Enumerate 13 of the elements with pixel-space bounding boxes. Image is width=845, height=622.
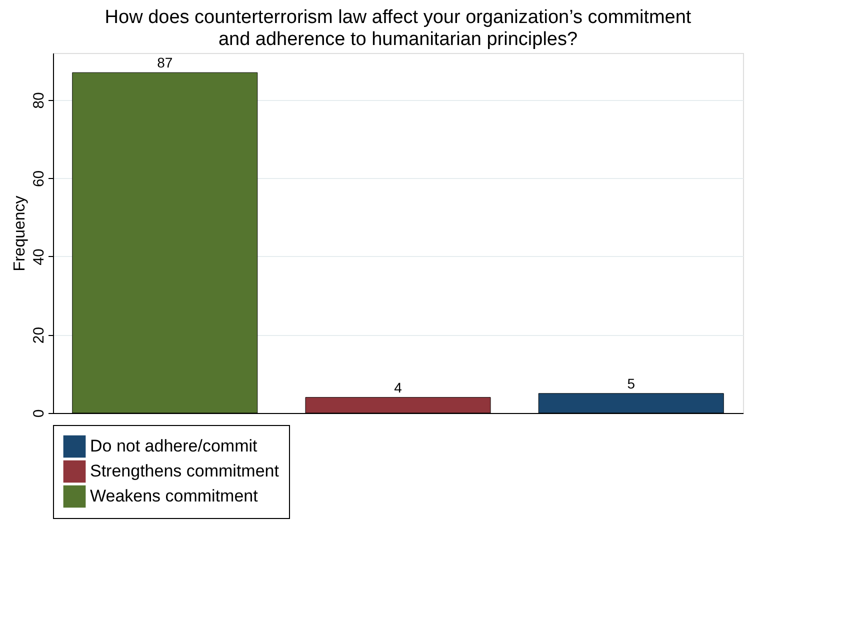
y-tick-label: 80 [30, 92, 48, 109]
legend-label: Strengthens commitment [90, 462, 280, 480]
chart-title: How does counterterrorism law affect your organization’s commitment and adherence to humanitarian principles? [104, 7, 692, 50]
y-tick-label: 60 [30, 170, 48, 188]
data-label: 87 [157, 54, 173, 71]
legend-label: Weakens commitment [90, 486, 258, 506]
y-tick-label: 40 [30, 248, 48, 266]
y-axis-title: Frequency [12, 196, 28, 272]
legend-label: Do not adhere/commit [90, 436, 258, 456]
data-label: 4 [394, 379, 402, 396]
data-label: 5 [627, 375, 636, 392]
y-tick-label: 20 [30, 326, 48, 344]
y-tick-label: 0 [30, 409, 48, 418]
